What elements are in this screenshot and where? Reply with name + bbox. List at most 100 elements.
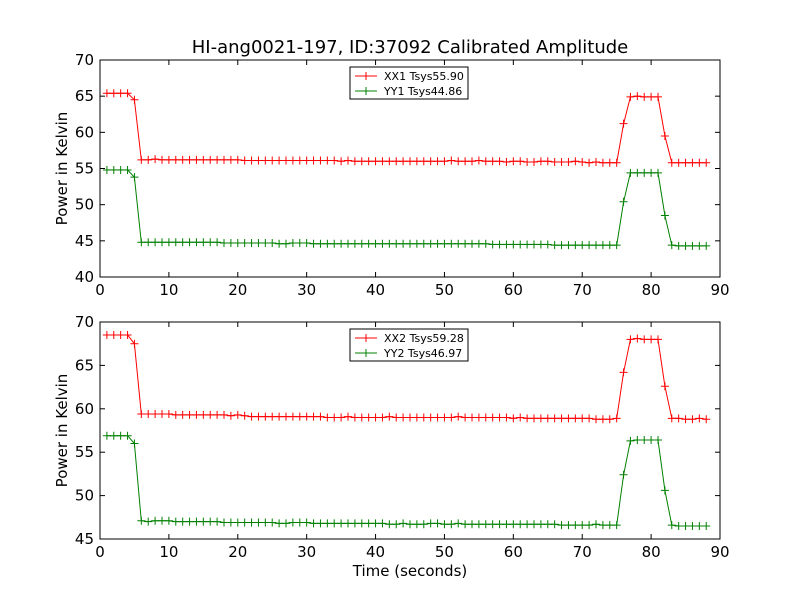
data-point <box>371 413 380 422</box>
data-point <box>247 518 256 527</box>
data-point <box>144 155 153 164</box>
data-point <box>406 157 414 166</box>
data-point <box>461 239 470 248</box>
data-point <box>488 240 497 249</box>
y-tick-label: 50 <box>75 487 94 505</box>
data-point <box>116 89 125 98</box>
data-point <box>440 239 449 248</box>
data-point <box>199 410 208 419</box>
data-point <box>640 335 649 344</box>
data-point <box>378 239 387 248</box>
data-point <box>523 520 532 529</box>
data-point <box>440 157 449 166</box>
data-point <box>681 521 690 530</box>
data-point <box>213 238 222 247</box>
data-point <box>247 239 256 248</box>
data-point <box>171 410 180 419</box>
data-point <box>585 414 594 423</box>
data-point <box>282 519 290 528</box>
data-point <box>647 436 656 445</box>
data-point <box>605 415 614 424</box>
data-point <box>433 519 442 528</box>
x-tick-label: 30 <box>297 543 316 561</box>
data-point <box>412 413 421 422</box>
data-point <box>130 173 139 182</box>
data-point <box>688 521 697 530</box>
data-point <box>647 168 656 177</box>
data-point <box>220 155 228 164</box>
data-point <box>688 415 697 424</box>
data-point <box>144 517 153 526</box>
data-point <box>275 519 284 528</box>
data-point <box>550 414 559 423</box>
data-point <box>481 157 490 166</box>
x-tick-label: 40 <box>366 281 385 299</box>
data-point <box>144 410 153 419</box>
data-point <box>309 519 318 528</box>
data-point <box>213 155 222 164</box>
data-point <box>344 519 352 528</box>
data-point <box>178 155 187 164</box>
data-point <box>385 239 394 248</box>
data-point <box>178 410 187 419</box>
data-point <box>481 413 490 422</box>
data-point <box>302 518 311 527</box>
data-point <box>578 414 587 423</box>
data-point <box>123 331 132 340</box>
data-point <box>598 521 607 530</box>
data-point <box>344 412 352 421</box>
data-point <box>185 238 194 247</box>
data-point <box>399 239 408 248</box>
data-point <box>378 413 387 422</box>
x-tick-label: 80 <box>642 543 661 561</box>
data-point <box>109 89 118 98</box>
data-point <box>468 239 476 248</box>
data-point <box>268 518 277 527</box>
y-tick-label: 45 <box>75 232 94 250</box>
y-axis-label: Power in Kelvin <box>53 112 71 226</box>
data-point <box>406 520 414 529</box>
data-point <box>309 156 318 165</box>
data-point <box>116 165 125 174</box>
data-point <box>474 239 483 248</box>
data-point <box>392 413 401 422</box>
data-point <box>220 410 228 419</box>
data-point <box>275 239 284 248</box>
data-point <box>116 331 125 340</box>
data-point <box>674 521 683 530</box>
x-tick-label: 90 <box>710 543 729 561</box>
data-point <box>233 239 242 248</box>
data-point <box>702 415 711 424</box>
data-point <box>261 239 270 248</box>
data-point <box>585 158 594 167</box>
data-point <box>178 238 187 247</box>
data-point <box>660 211 669 220</box>
data-point <box>206 517 215 526</box>
data-point <box>626 92 635 101</box>
data-point <box>288 412 297 421</box>
data-point <box>350 239 359 248</box>
data-point <box>598 415 607 424</box>
data-point <box>612 158 621 167</box>
data-point <box>185 517 194 526</box>
data-point <box>468 157 476 166</box>
data-point <box>695 158 704 167</box>
data-point <box>302 156 311 165</box>
data-point <box>130 439 139 448</box>
data-point <box>633 436 642 445</box>
x-tick-label: 60 <box>504 543 523 561</box>
chart-title: HI-ang0021-197, ID:37092 Calibrated Ampl… <box>192 37 629 58</box>
data-point <box>592 520 600 529</box>
data-point <box>233 410 242 419</box>
data-point <box>509 157 518 166</box>
y-tick-label: 55 <box>75 443 94 461</box>
series-1 <box>102 331 711 424</box>
data-point <box>144 238 153 247</box>
data-point <box>640 436 649 445</box>
x-tick-label: 90 <box>710 281 729 299</box>
data-point <box>433 413 442 422</box>
data-point <box>523 414 532 423</box>
data-point <box>330 413 339 422</box>
data-point <box>171 238 180 247</box>
data-point <box>295 518 304 527</box>
